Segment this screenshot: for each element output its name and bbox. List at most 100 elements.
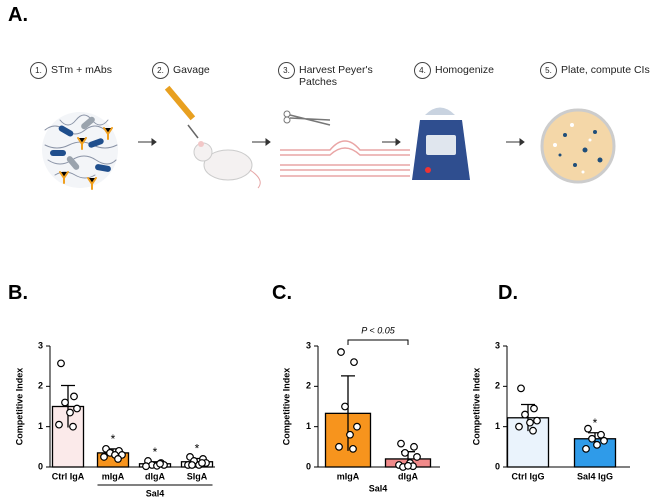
tissue-illustration bbox=[280, 110, 410, 177]
data-point bbox=[521, 410, 529, 419]
step-text: Plate, compute CIs bbox=[561, 64, 650, 76]
group-label: Sal4 bbox=[369, 483, 388, 493]
x-tick-label: Ctrl IgG bbox=[512, 471, 545, 481]
y-axis-label: Competitive Index bbox=[281, 368, 291, 446]
data-point bbox=[114, 455, 122, 463]
y-axis-label: Competitive Index bbox=[14, 368, 24, 446]
y-tick-label: 2 bbox=[38, 381, 43, 391]
step: 5. Plate, compute CIs bbox=[540, 62, 650, 79]
significance-bracket bbox=[347, 339, 409, 345]
significance-star: * bbox=[153, 445, 158, 459]
data-point bbox=[66, 408, 74, 417]
y-tick-label: 2 bbox=[306, 381, 311, 391]
data-point bbox=[584, 424, 592, 433]
significance-star: * bbox=[111, 432, 116, 446]
step-number: 4. bbox=[414, 62, 431, 79]
panel-label: A. bbox=[8, 4, 28, 26]
step-text: Harvest Peyer's Patches bbox=[299, 64, 373, 88]
data-point bbox=[55, 420, 63, 429]
plate-illustration bbox=[540, 108, 616, 184]
error-bar bbox=[341, 375, 355, 451]
error-bar bbox=[521, 403, 535, 432]
data-point bbox=[198, 459, 206, 467]
data-point bbox=[582, 444, 590, 453]
y-tick-label: 0 bbox=[38, 461, 43, 471]
y-tick-label: 1 bbox=[38, 421, 43, 431]
step: 2. Gavage bbox=[152, 62, 232, 79]
data-point bbox=[61, 398, 69, 407]
step: 3. Harvest Peyer's Patches bbox=[278, 62, 388, 88]
x-tick-label: Ctrl IgA bbox=[52, 471, 85, 481]
y-tick-label: 1 bbox=[495, 421, 500, 431]
step-text: Homogenize bbox=[435, 64, 494, 76]
x-tick-label: SIgA bbox=[187, 471, 208, 481]
data-point bbox=[142, 462, 150, 471]
data-point bbox=[350, 358, 358, 367]
significance-star: * bbox=[195, 442, 200, 456]
significance-annotation: P < 0.05 bbox=[361, 325, 395, 335]
error-bar bbox=[61, 384, 75, 428]
data-point bbox=[100, 453, 108, 461]
data-point bbox=[70, 392, 78, 401]
y-tick-label: 3 bbox=[306, 340, 311, 350]
y-axis-label: Competitive Index bbox=[471, 368, 481, 446]
y-tick-label: 1 bbox=[306, 421, 311, 431]
x-tick-label: mIgA bbox=[102, 471, 125, 481]
panel-label: D. bbox=[498, 282, 518, 304]
step-number: 3. bbox=[278, 62, 295, 79]
data-point bbox=[57, 359, 65, 368]
data-point bbox=[588, 434, 596, 443]
data-point bbox=[404, 461, 412, 470]
y-tick-label: 2 bbox=[495, 381, 500, 391]
bacteria-illustration bbox=[42, 112, 118, 190]
y-tick-label: 3 bbox=[495, 340, 500, 350]
data-point bbox=[69, 422, 77, 431]
data-point bbox=[530, 404, 538, 413]
data-point bbox=[515, 422, 523, 431]
data-point bbox=[341, 402, 349, 411]
data-point bbox=[533, 416, 541, 425]
data-point bbox=[413, 453, 421, 461]
step-number: 5. bbox=[540, 62, 557, 79]
y-tick-label: 0 bbox=[495, 461, 500, 471]
step: 1. STm + mAbs bbox=[30, 62, 120, 79]
data-point bbox=[335, 442, 343, 451]
data-point bbox=[526, 418, 534, 427]
significance-star: * bbox=[593, 416, 598, 430]
data-point bbox=[349, 444, 357, 453]
data-point bbox=[529, 426, 537, 435]
arrows bbox=[138, 138, 525, 146]
step: 4. Homogenize bbox=[414, 62, 504, 79]
step-number: 2. bbox=[152, 62, 169, 79]
data-point bbox=[73, 404, 81, 413]
data-point bbox=[346, 430, 354, 439]
data-point bbox=[593, 440, 601, 449]
step-text: STm + mAbs bbox=[51, 64, 112, 76]
x-tick-label: Sal4 IgG bbox=[577, 471, 613, 481]
data-point bbox=[600, 436, 608, 445]
mouse-illustration bbox=[164, 85, 261, 189]
data-point bbox=[337, 348, 345, 356]
x-tick-label: mIgA bbox=[337, 471, 360, 481]
step-number: 1. bbox=[30, 62, 47, 79]
data-point bbox=[401, 448, 409, 457]
y-tick-label: 3 bbox=[38, 340, 43, 350]
data-point bbox=[410, 442, 418, 451]
data-point bbox=[517, 384, 525, 393]
step-text: Gavage bbox=[173, 64, 210, 76]
homogenizer-illustration bbox=[412, 107, 470, 180]
data-point bbox=[597, 430, 605, 439]
panel-label: B. bbox=[8, 282, 28, 304]
group-label: Sal4 bbox=[146, 488, 165, 498]
data-point bbox=[156, 459, 164, 468]
data-point bbox=[353, 422, 361, 431]
x-tick-label: dIgA bbox=[145, 471, 165, 481]
data-point bbox=[397, 439, 405, 448]
y-tick-label: 0 bbox=[306, 461, 311, 471]
panel-label: C. bbox=[272, 282, 292, 304]
data-point bbox=[188, 461, 196, 469]
x-tick-label: dIgA bbox=[398, 471, 418, 481]
